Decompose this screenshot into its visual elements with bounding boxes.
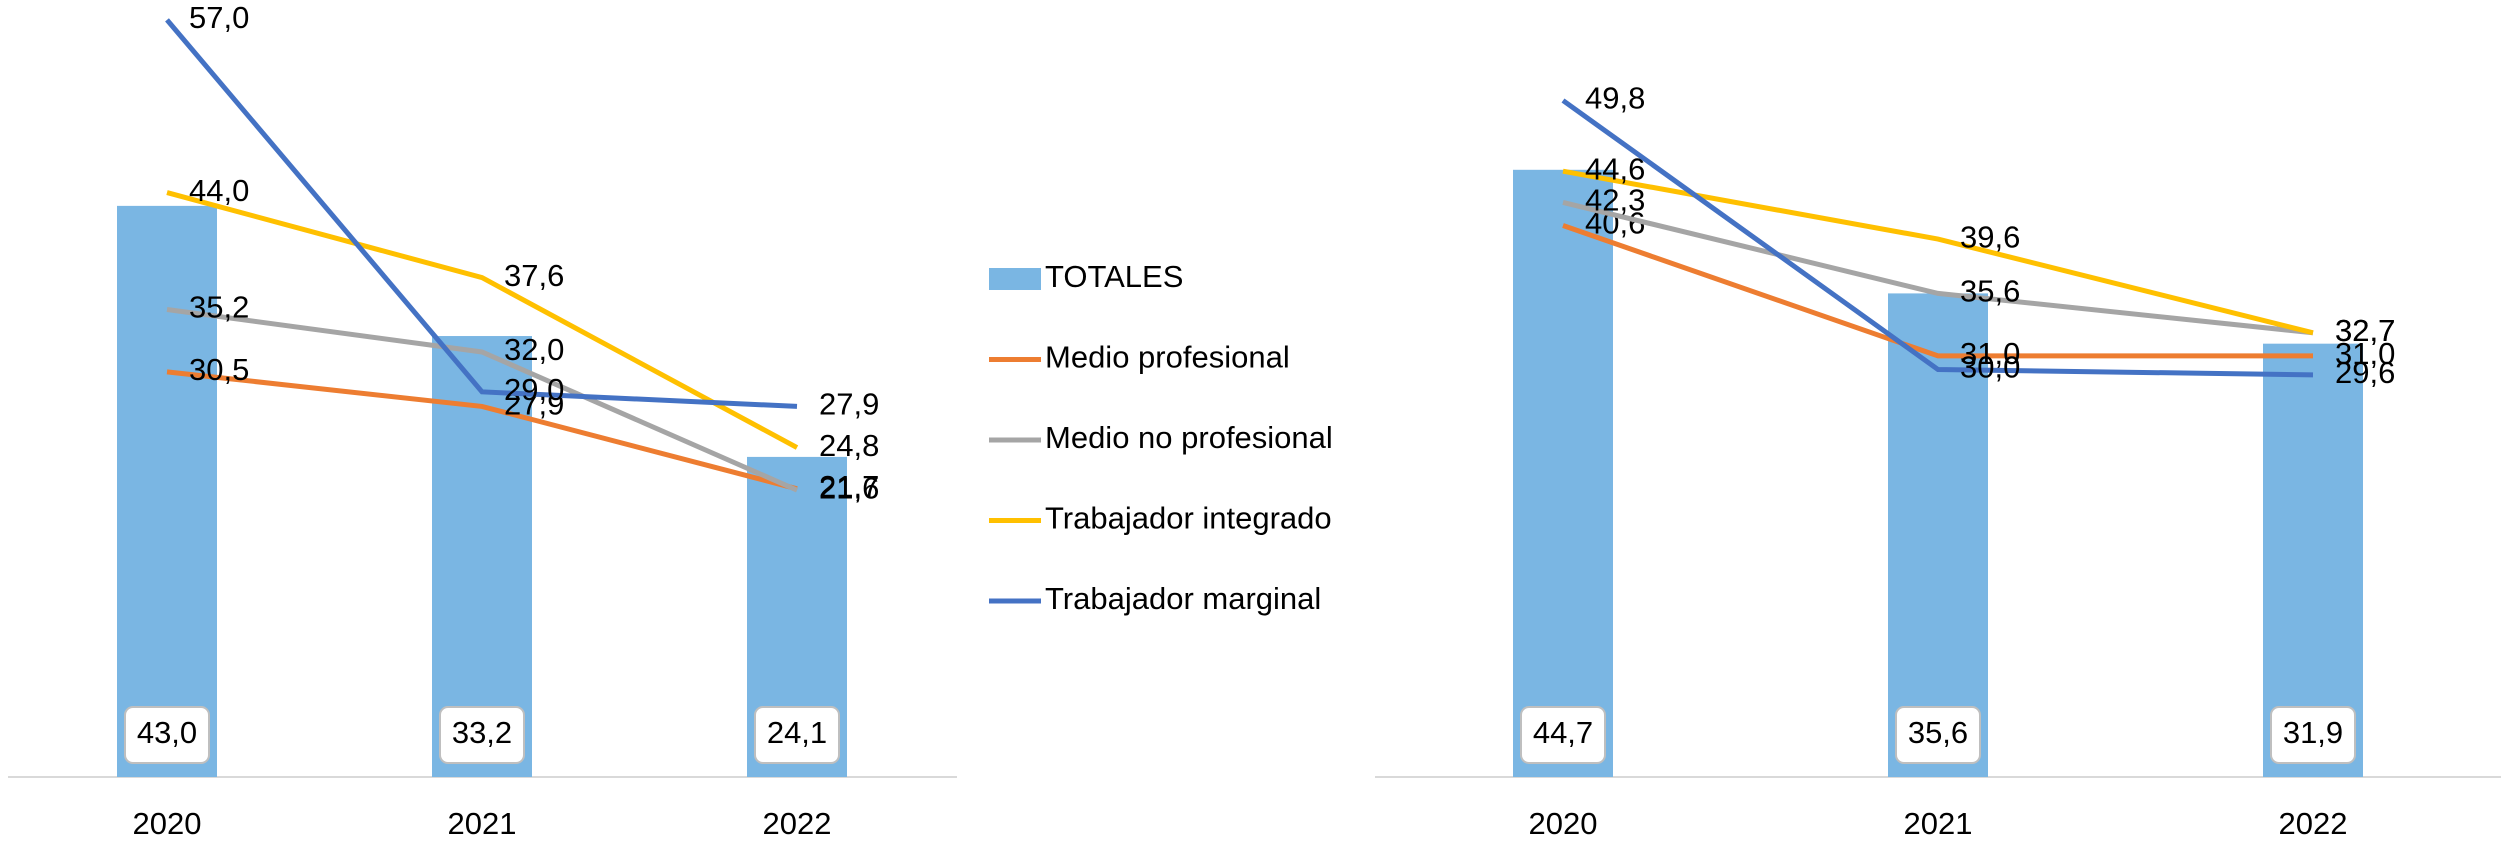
bar [432, 336, 532, 777]
bar [1888, 293, 1988, 777]
x-tick-label: 2022 [763, 806, 832, 841]
data-label: 27,9 [819, 387, 879, 422]
line [165, 18, 798, 409]
data-label: 32,0 [504, 332, 564, 367]
data-label: 57,0 [189, 0, 249, 35]
data-label: 35,2 [189, 290, 249, 325]
x-tick-label: 2021 [1904, 806, 1973, 841]
bar [117, 205, 217, 777]
x-tick-label: 2020 [1529, 806, 1598, 841]
line [1561, 98, 2314, 378]
line [166, 306, 799, 493]
data-label: 24,1 [767, 715, 827, 750]
data-label: 21,7 [819, 469, 879, 504]
x-tick-label: 2020 [133, 806, 202, 841]
line [1562, 223, 2313, 359]
data-label: 31,0 [1960, 336, 2020, 371]
data-label: 44,7 [1533, 715, 1593, 750]
label-box [754, 706, 840, 764]
line [1562, 199, 2314, 336]
data-label: 35,6 [1960, 274, 2020, 309]
data-label: 30,0 [1960, 350, 2020, 385]
label-box [439, 706, 525, 764]
line [166, 190, 799, 450]
data-label: 49,8 [1585, 81, 1645, 116]
line [166, 369, 798, 492]
x-tick-label: 2021 [448, 806, 517, 841]
data-label: 29,6 [2335, 355, 2395, 390]
bar [1513, 169, 1613, 777]
label-box [124, 706, 210, 764]
data-label: 44,0 [189, 173, 249, 208]
legend-swatch [989, 268, 1041, 290]
data-label: 21,6 [819, 470, 879, 505]
data-label: 42,3 [1585, 183, 1645, 218]
data-label: 31,0 [2335, 336, 2395, 371]
label-box [1895, 706, 1981, 764]
data-label: 32,7 [2335, 313, 2395, 348]
data-label: 37,6 [504, 258, 564, 293]
data-label: 31,9 [2283, 715, 2343, 750]
legend-label: Medio no profesional [1045, 420, 1333, 455]
bar [2263, 343, 2363, 777]
line [1562, 168, 2314, 336]
data-label: 24,8 [819, 428, 879, 463]
legend-label: Trabajador marginal [1045, 581, 1321, 616]
data-label: 32,7 [2335, 313, 2395, 348]
data-label: 43,0 [137, 715, 197, 750]
legend-label: TOTALES [1045, 259, 1183, 294]
legend-label: Trabajador integrado [1045, 501, 1332, 536]
data-label: 30,5 [189, 352, 249, 387]
data-label: 39,6 [1960, 219, 2020, 254]
x-tick-label: 2022 [2279, 806, 2348, 841]
label-box [2270, 706, 2356, 764]
data-label: 33,2 [452, 715, 512, 750]
data-label: 29,0 [504, 372, 564, 407]
data-label: 44,6 [1585, 151, 1645, 186]
data-label: 35,6 [1908, 715, 1968, 750]
label-box [1520, 706, 1606, 764]
legend-label: Medio profesional [1045, 340, 1290, 375]
